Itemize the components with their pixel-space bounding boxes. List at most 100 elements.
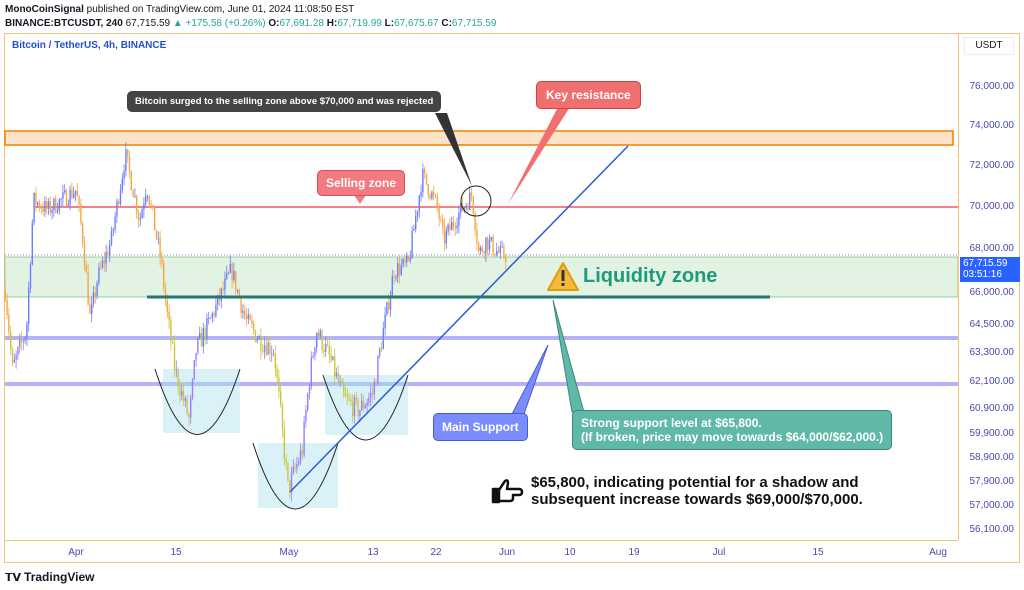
candle-body	[454, 226, 456, 229]
candle-body	[145, 196, 147, 204]
candle-body	[17, 347, 19, 356]
chart-legend: Bitcoin / TetherUS, 4h, BINANCE	[12, 40, 167, 51]
price-tick: 72,000.00	[969, 160, 1015, 171]
candle-body	[24, 337, 26, 342]
candle-body	[503, 246, 505, 258]
candle-body	[418, 195, 420, 212]
candle-body	[406, 256, 408, 263]
symbol: BINANCE:BTCUSDT, 240	[5, 18, 123, 29]
candle-body	[83, 242, 86, 265]
candle-body	[256, 339, 258, 342]
candle-body	[74, 190, 77, 194]
candle-body	[150, 204, 152, 206]
candle-body	[350, 399, 352, 402]
price-tick: 70,000.00	[969, 201, 1015, 212]
candle-body	[278, 377, 280, 392]
strong-support-line-2: (If broken, price may move towards $64,0…	[581, 430, 884, 444]
strong-support-line-1: Strong support level at $65,800.	[581, 416, 762, 430]
candle-body	[112, 229, 114, 231]
candle-body	[501, 246, 503, 248]
candle-body	[393, 276, 395, 278]
candle-body	[245, 316, 248, 319]
candles	[4, 142, 507, 502]
candle-body	[388, 302, 390, 310]
price-tick: 63,300.00	[969, 347, 1015, 358]
candle-body	[64, 190, 66, 193]
trendline[interactable]	[289, 145, 629, 493]
candle-body	[166, 300, 168, 312]
candle-body	[490, 237, 492, 241]
candle-body	[173, 343, 176, 370]
candle-body	[355, 397, 357, 400]
candle-body	[182, 391, 185, 402]
price-axis[interactable]: USDT 76,000.00 74,000.00 72,000.00 70,000.0…	[958, 33, 1020, 540]
candle-body	[92, 292, 95, 304]
candle-body	[395, 277, 397, 279]
candle-body	[449, 224, 451, 231]
chart-frame[interactable]	[4, 33, 1020, 563]
candle-body	[249, 314, 251, 321]
main-support-callout: Main Support	[433, 413, 528, 441]
candle-body	[240, 298, 242, 313]
candle-body	[436, 195, 438, 208]
candle-body	[467, 205, 469, 210]
candle-body	[71, 189, 73, 198]
candle-body	[262, 351, 264, 352]
candle-body	[186, 398, 188, 415]
last-price-value: 67,715.59	[963, 258, 1008, 269]
candle-body	[215, 304, 217, 317]
time-tick: Apr	[68, 547, 84, 558]
candle-body	[82, 223, 84, 243]
candle-body	[110, 230, 113, 245]
symbol-info: BINANCE:BTCUSDT, 240 67,715.59 ▲ +175.58…	[5, 18, 496, 30]
open-label: O:	[268, 18, 280, 29]
candle-body	[98, 267, 100, 283]
candle-body	[280, 391, 282, 406]
candle-body	[438, 207, 440, 220]
candle-body	[267, 342, 269, 355]
candle-body	[319, 330, 321, 337]
candle-body	[76, 190, 78, 197]
note-line-2: subsequent increase towards $69,000/$70,…	[531, 491, 863, 508]
candle-body	[269, 342, 271, 354]
candle-body	[8, 314, 10, 333]
candle-body	[487, 237, 489, 250]
author[interactable]: MonoCoinSignal	[5, 4, 84, 15]
candle-body	[357, 399, 359, 417]
candle-body	[208, 317, 210, 319]
currency-label[interactable]: USDT	[964, 37, 1014, 55]
hand-pointing-right-icon	[491, 479, 524, 504]
candle-body	[49, 201, 51, 213]
candle-body	[289, 480, 291, 493]
candle-body	[429, 195, 431, 199]
candle-body	[51, 209, 53, 213]
candle-body	[177, 369, 179, 388]
candle-body	[445, 231, 447, 244]
candle-body	[465, 205, 467, 208]
candle-body	[332, 356, 334, 360]
price-tick: 57,000.00	[969, 500, 1015, 511]
price-tick: 59,900.00	[969, 428, 1015, 439]
tradingview-logo[interactable]: 𝗧𝗩 TradingView	[5, 570, 95, 584]
price-tick: 76,000.00	[969, 81, 1015, 92]
candle-body	[321, 330, 323, 350]
selling-zone-pointer	[354, 195, 366, 204]
candle-body	[148, 196, 150, 205]
candle-body	[85, 264, 87, 273]
cup-curve-2	[252, 442, 339, 510]
cup-fill-2	[258, 443, 338, 508]
rejected-callout: Bitcoin surged to the selling zone above…	[127, 91, 442, 112]
candle-body	[65, 190, 68, 206]
time-axis[interactable]: Apr 15 May 13 22 Jun 10 19 Jul 15 Aug	[4, 540, 958, 563]
candle-body	[164, 287, 167, 301]
rejection-circle	[460, 185, 492, 217]
candle-body	[37, 202, 39, 205]
candle-body	[209, 317, 212, 319]
note-line-1: $65,800, indicating potential for a shad…	[531, 474, 859, 491]
bar-countdown: 03:51:16	[963, 269, 1002, 280]
candle-body	[28, 288, 30, 324]
candle-body	[312, 355, 314, 358]
candle-body	[362, 400, 365, 409]
publish-date: published on TradingView.com, June 01, 2…	[83, 4, 355, 15]
